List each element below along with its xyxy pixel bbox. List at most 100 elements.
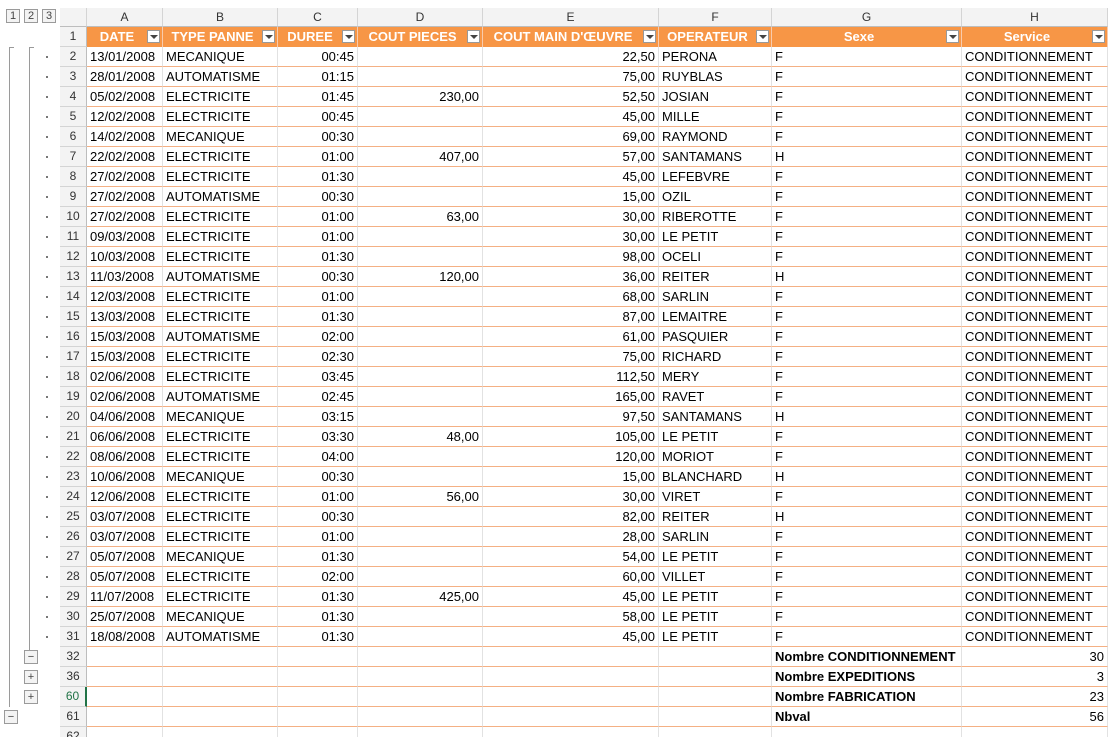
cell[interactable] bbox=[163, 727, 278, 737]
cell[interactable]: Nombre CONDITIONNEMENT bbox=[772, 647, 962, 667]
row-number[interactable]: 11 bbox=[60, 227, 87, 247]
cell[interactable]: F bbox=[772, 347, 962, 367]
filter-button[interactable] bbox=[262, 30, 275, 43]
cell[interactable]: 36,00 bbox=[483, 267, 659, 287]
cell[interactable] bbox=[358, 47, 483, 67]
cell[interactable]: 04:00 bbox=[278, 447, 358, 467]
cell[interactable] bbox=[358, 667, 483, 687]
cell[interactable] bbox=[659, 647, 772, 667]
cell[interactable]: AUTOMATISME bbox=[163, 187, 278, 207]
cell[interactable] bbox=[278, 667, 358, 687]
cell[interactable]: SANTAMANS bbox=[659, 407, 772, 427]
cell[interactable] bbox=[358, 527, 483, 547]
cell[interactable]: 25/07/2008 bbox=[87, 607, 163, 627]
cell[interactable]: ELECTRICITE bbox=[163, 167, 278, 187]
cell[interactable] bbox=[278, 727, 358, 737]
cell[interactable]: RAYMOND bbox=[659, 127, 772, 147]
cell[interactable]: 15,00 bbox=[483, 187, 659, 207]
cell[interactable]: Nombre EXPEDITIONS bbox=[772, 667, 962, 687]
outline-toggle[interactable]: + bbox=[24, 690, 38, 704]
row-number[interactable]: 13 bbox=[60, 267, 87, 287]
cell[interactable]: 10/03/2008 bbox=[87, 247, 163, 267]
cell[interactable]: AUTOMATISME bbox=[163, 67, 278, 87]
cell[interactable] bbox=[358, 627, 483, 647]
cell[interactable] bbox=[358, 67, 483, 87]
cell[interactable]: 03:30 bbox=[278, 427, 358, 447]
cell[interactable] bbox=[358, 687, 483, 707]
row-number[interactable]: 20 bbox=[60, 407, 87, 427]
cell[interactable]: 02:30 bbox=[278, 347, 358, 367]
cell[interactable]: 87,00 bbox=[483, 307, 659, 327]
cell[interactable]: F bbox=[772, 627, 962, 647]
cell[interactable]: 120,00 bbox=[483, 447, 659, 467]
cell[interactable]: ELECTRICITE bbox=[163, 427, 278, 447]
cell[interactable] bbox=[358, 347, 483, 367]
cell[interactable]: 105,00 bbox=[483, 427, 659, 447]
cell[interactable]: MECANIQUE bbox=[163, 407, 278, 427]
cell[interactable]: 01:00 bbox=[278, 287, 358, 307]
cell[interactable]: 09/03/2008 bbox=[87, 227, 163, 247]
cell[interactable]: LE PETIT bbox=[659, 587, 772, 607]
cell[interactable] bbox=[483, 647, 659, 667]
row-number[interactable]: 30 bbox=[60, 607, 87, 627]
cell[interactable] bbox=[87, 667, 163, 687]
cell[interactable]: OCELI bbox=[659, 247, 772, 267]
cell[interactable] bbox=[358, 647, 483, 667]
cell[interactable]: 22/02/2008 bbox=[87, 147, 163, 167]
outline-level-button[interactable]: 2 bbox=[24, 9, 38, 23]
cell[interactable]: RAVET bbox=[659, 387, 772, 407]
row-number[interactable]: 1 bbox=[60, 27, 87, 47]
cell[interactable] bbox=[358, 727, 483, 737]
cell[interactable]: MECANIQUE bbox=[163, 127, 278, 147]
cell[interactable]: ELECTRICITE bbox=[163, 247, 278, 267]
cell[interactable]: CONDITIONNEMENT bbox=[962, 307, 1108, 327]
cell[interactable] bbox=[358, 307, 483, 327]
cell[interactable] bbox=[358, 227, 483, 247]
cell[interactable]: PASQUIER bbox=[659, 327, 772, 347]
cell[interactable]: F bbox=[772, 87, 962, 107]
cell[interactable]: 82,00 bbox=[483, 507, 659, 527]
cell[interactable]: CONDITIONNEMENT bbox=[962, 567, 1108, 587]
filter-button[interactable] bbox=[756, 30, 769, 43]
cell[interactable]: ELECTRICITE bbox=[163, 527, 278, 547]
cell[interactable]: 03:15 bbox=[278, 407, 358, 427]
cell[interactable]: ELECTRICITE bbox=[163, 567, 278, 587]
row-number[interactable]: 17 bbox=[60, 347, 87, 367]
cell[interactable]: 01:30 bbox=[278, 627, 358, 647]
column-letter[interactable]: B bbox=[163, 8, 278, 27]
cell[interactable] bbox=[163, 647, 278, 667]
cell[interactable]: LEMAITRE bbox=[659, 307, 772, 327]
cell[interactable]: CONDITIONNEMENT bbox=[962, 47, 1108, 67]
cell[interactable]: VILLET bbox=[659, 567, 772, 587]
cell[interactable]: MECANIQUE bbox=[163, 547, 278, 567]
row-number[interactable]: 60 bbox=[60, 687, 87, 707]
cell[interactable]: F bbox=[772, 367, 962, 387]
cell[interactable]: 08/06/2008 bbox=[87, 447, 163, 467]
cell[interactable]: 425,00 bbox=[358, 587, 483, 607]
row-number[interactable]: 25 bbox=[60, 507, 87, 527]
row-number[interactable]: 36 bbox=[60, 667, 87, 687]
cell[interactable]: Nombre FABRICATION bbox=[772, 687, 962, 707]
cell[interactable] bbox=[358, 447, 483, 467]
cell[interactable] bbox=[358, 327, 483, 347]
cell[interactable]: REITER bbox=[659, 267, 772, 287]
cell[interactable] bbox=[87, 727, 163, 737]
cell[interactable]: CONDITIONNEMENT bbox=[962, 387, 1108, 407]
cell[interactable] bbox=[659, 687, 772, 707]
cell[interactable]: CONDITIONNEMENT bbox=[962, 147, 1108, 167]
cell[interactable] bbox=[358, 567, 483, 587]
row-number[interactable]: 10 bbox=[60, 207, 87, 227]
cell[interactable]: H bbox=[772, 267, 962, 287]
cell[interactable]: CONDITIONNEMENT bbox=[962, 347, 1108, 367]
cell[interactable]: CONDITIONNEMENT bbox=[962, 527, 1108, 547]
cell[interactable]: MECANIQUE bbox=[163, 467, 278, 487]
cell[interactable]: CONDITIONNEMENT bbox=[962, 427, 1108, 447]
cell[interactable] bbox=[358, 247, 483, 267]
outline-toggle[interactable]: + bbox=[24, 670, 38, 684]
cell[interactable] bbox=[358, 407, 483, 427]
cell[interactable]: F bbox=[772, 227, 962, 247]
row-number[interactable]: 61 bbox=[60, 707, 87, 727]
cell[interactable]: 02/06/2008 bbox=[87, 387, 163, 407]
cell[interactable]: 45,00 bbox=[483, 107, 659, 127]
cell[interactable]: F bbox=[772, 387, 962, 407]
